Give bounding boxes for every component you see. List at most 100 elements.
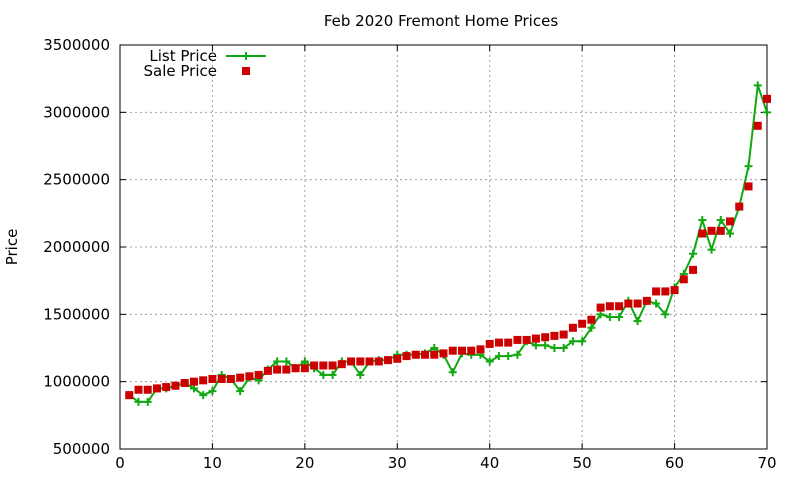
list-price-point	[513, 350, 522, 359]
sale-price-point	[587, 315, 596, 324]
sale-price-point	[134, 385, 143, 394]
list-price-point	[273, 357, 282, 366]
sale-price-point	[605, 302, 614, 311]
sale-price-point	[152, 384, 161, 393]
x-tick-label: 60	[665, 454, 684, 472]
sale-price-point	[744, 182, 753, 191]
legend-marker-sale-price	[242, 67, 250, 75]
list-price-line	[128, 85, 768, 403]
list-price-point	[550, 344, 559, 352]
sale-price-point	[448, 346, 457, 355]
sale-price-point	[522, 335, 531, 344]
sale-price-point	[374, 357, 383, 366]
list-price-point	[485, 357, 494, 366]
list-price-point	[319, 370, 328, 379]
list-price-point	[596, 310, 605, 319]
sale-price-point	[726, 217, 735, 226]
list-price-point	[541, 341, 550, 350]
sale-price-point	[485, 339, 494, 348]
sale-price-point	[652, 287, 661, 296]
sale-price-point	[504, 338, 513, 347]
list-price-point	[605, 313, 614, 322]
sale-price-point	[670, 286, 679, 295]
list-price-point	[208, 387, 217, 396]
sale-price-point	[328, 361, 337, 370]
list-price-point	[652, 299, 661, 308]
sale-price-point	[661, 287, 670, 296]
sale-price-point	[550, 331, 559, 340]
sale-price-point	[282, 365, 291, 374]
sale-price-point	[143, 385, 152, 394]
sale-price-point	[300, 364, 309, 373]
legend: List Price Sale Price	[144, 47, 266, 80]
sale-price-point	[716, 226, 725, 235]
list-price-point	[494, 352, 503, 361]
list-price-point	[726, 229, 735, 238]
sale-price-point	[402, 352, 411, 361]
sale-price-point	[689, 265, 698, 274]
list-price-point	[143, 397, 152, 406]
sale-price-point	[254, 370, 263, 379]
list-price-point	[282, 357, 291, 366]
sale-price-point	[633, 299, 642, 308]
sale-price-point	[698, 229, 707, 238]
sale-price-point	[457, 346, 466, 355]
sale-price-point	[337, 360, 346, 369]
sale-price-point	[494, 338, 503, 347]
sale-price-point	[763, 94, 771, 103]
sale-price-point	[624, 299, 633, 308]
sale-price-point	[411, 350, 420, 359]
sale-price-point	[578, 319, 587, 328]
y-tick-label: 3500000	[43, 36, 110, 54]
list-price-point	[615, 313, 624, 322]
list-price-point	[199, 391, 208, 400]
sale-price-point	[393, 354, 402, 363]
legend-swatch-sale-price	[242, 67, 250, 75]
sale-price-point	[467, 346, 476, 355]
sale-price-point	[189, 377, 198, 386]
legend-label-list-price: List Price	[149, 47, 217, 65]
sale-price-point	[439, 349, 448, 358]
list-price-point	[236, 387, 245, 396]
list-price-point	[698, 216, 707, 225]
x-tick-label: 50	[573, 454, 592, 472]
list-price-point	[134, 397, 143, 406]
list-price-point	[689, 249, 698, 258]
x-tick-label: 70	[757, 454, 776, 472]
sale-price-point	[199, 376, 208, 385]
sale-price-point	[513, 335, 522, 344]
list-price-point	[763, 108, 771, 117]
list-price-point	[707, 245, 716, 254]
sale-price-point	[679, 275, 688, 284]
x-tick-label: 40	[480, 454, 499, 472]
chart-title: Feb 2020 Fremont Home Prices	[324, 12, 558, 30]
sale-price-point	[347, 357, 356, 366]
y-tick-label: 2500000	[43, 171, 110, 189]
x-tick-label: 10	[203, 454, 222, 472]
list-price-point	[531, 341, 540, 350]
list-price-point	[559, 344, 568, 352]
sale-price-point	[180, 379, 189, 388]
sale-price-point	[162, 383, 171, 392]
list-price-point	[568, 337, 577, 346]
sale-price-point	[171, 381, 180, 390]
sale-price-point	[273, 365, 282, 374]
sale-price-point	[208, 374, 217, 383]
y-tick-label: 2000000	[43, 238, 110, 256]
legend-label-sale-price: Sale Price	[144, 62, 217, 80]
sale-price-point	[125, 391, 134, 400]
sale-price-point	[263, 366, 272, 375]
sale-price-point	[319, 361, 328, 370]
sale-price-point	[531, 334, 540, 343]
sale-price-point	[642, 296, 651, 305]
list-price-point	[504, 352, 513, 361]
plot-frame	[119, 44, 768, 450]
sale-price-point	[384, 356, 393, 365]
sale-price-point	[217, 374, 226, 383]
series-layer	[125, 81, 771, 406]
sale-price-point	[615, 302, 624, 311]
list-price-point	[356, 370, 365, 379]
list-price-point	[189, 384, 198, 393]
y-tick-label: 1000000	[43, 373, 110, 391]
